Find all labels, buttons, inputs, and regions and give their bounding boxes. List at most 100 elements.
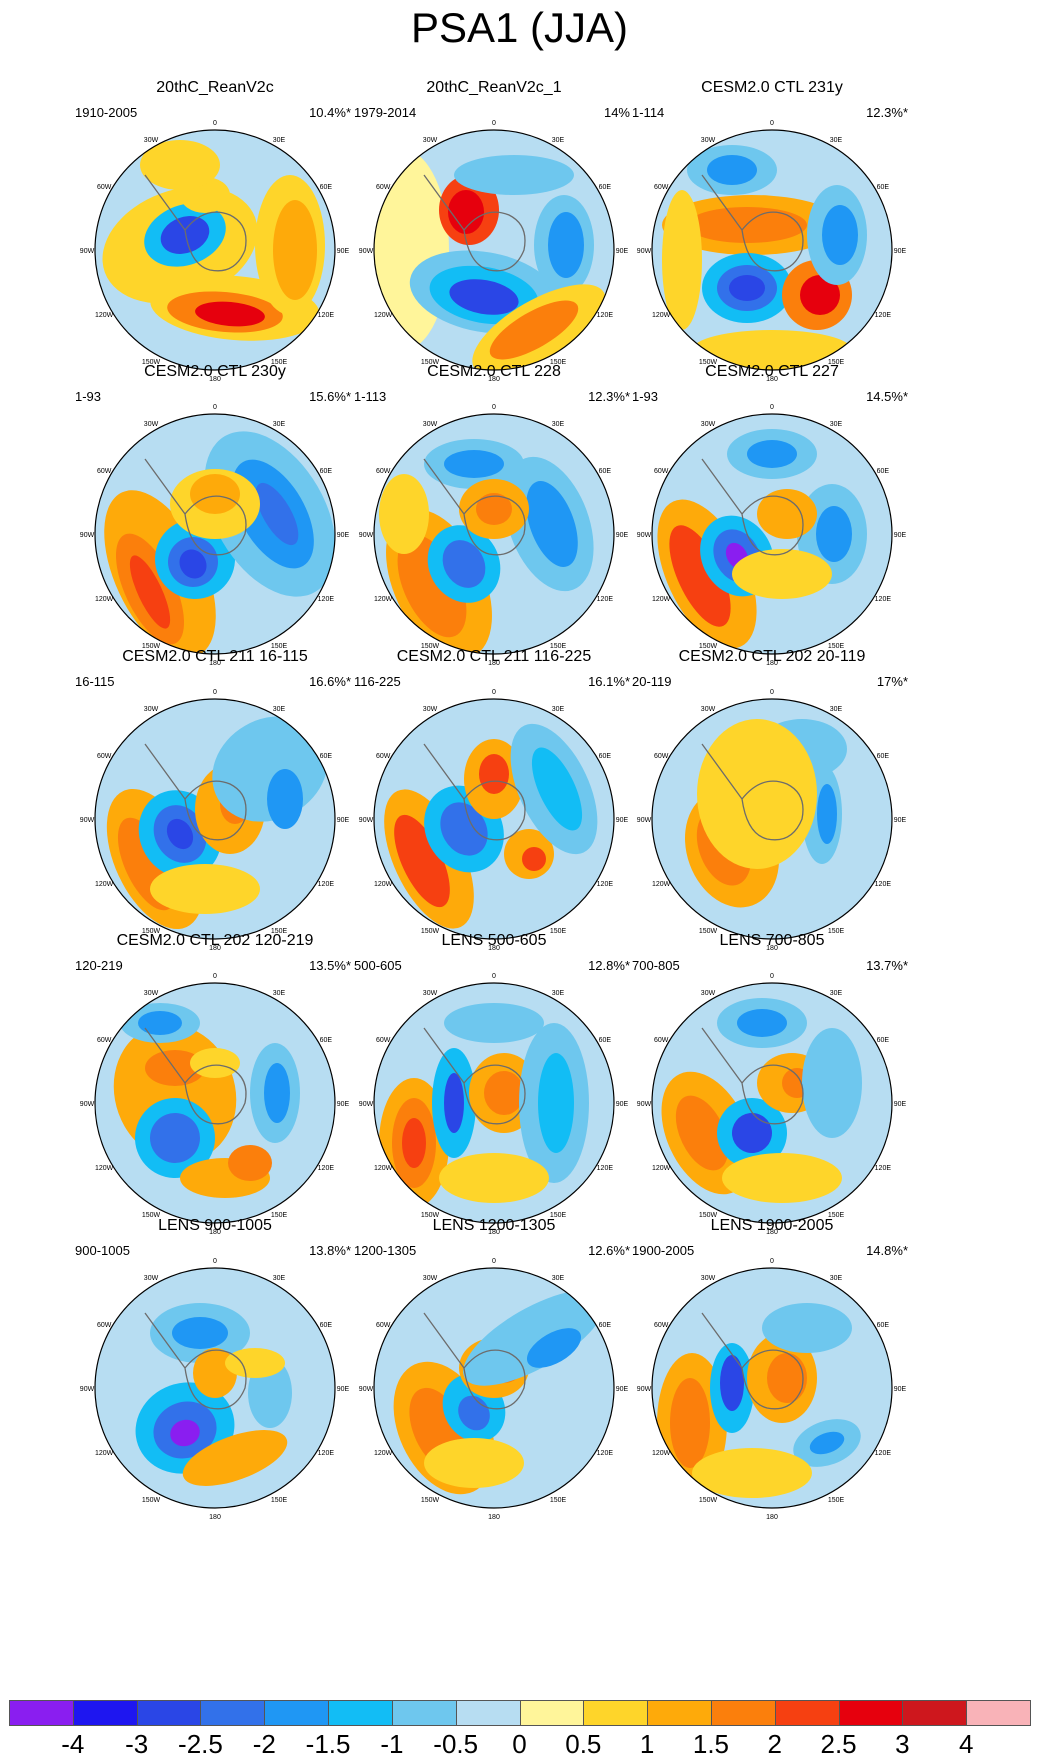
antarctica-coastline bbox=[423, 1027, 526, 1125]
contour-region bbox=[729, 275, 765, 301]
longitude-label: 90W bbox=[359, 1386, 374, 1393]
contour-region bbox=[255, 482, 299, 546]
longitude-label: 30W bbox=[701, 137, 716, 144]
colorbar-tick-label: -0.5 bbox=[433, 1729, 479, 1759]
longitude-label: 60E bbox=[877, 468, 890, 475]
panel-period: 16-115 bbox=[75, 674, 115, 689]
longitude-label: 30E bbox=[273, 990, 286, 997]
contour-region bbox=[737, 1009, 787, 1037]
colorbar: -4 -3 -2.5 -2 -1.5 -1 -0.5 0 0.5 1 1.5 2 2.5 3 4 bbox=[9, 1700, 1031, 1759]
longitude-label: 120E bbox=[597, 596, 614, 603]
panel-variance-pct: 16.1%* bbox=[588, 674, 630, 689]
map-boundary bbox=[94, 413, 336, 655]
longitude-label: 120W bbox=[652, 1165, 671, 1172]
longitude-label: 30E bbox=[552, 990, 565, 997]
longitude-label: 120E bbox=[597, 1165, 614, 1172]
panel-variance-pct: 13.8%* bbox=[309, 1243, 351, 1258]
panel-title: LENS 500-605 bbox=[441, 932, 547, 949]
longitude-label: 120E bbox=[597, 881, 614, 888]
panel-variance-pct: 14.5%* bbox=[866, 389, 908, 404]
map-panel: 0 30E 60E 90E 120E 150E 180 150W 120W 90W 60W 30W 20… bbox=[65, 78, 365, 388]
longitude-label: 90W bbox=[359, 1101, 374, 1108]
longitude-label: 180 bbox=[766, 660, 778, 667]
longitude-label: 150E bbox=[271, 359, 288, 366]
map-boundary bbox=[651, 129, 893, 371]
longitude-label: 150E bbox=[271, 643, 288, 650]
panel-title: LENS 1200-1305 bbox=[432, 1217, 556, 1234]
colorbar-tick-label: 2.5 bbox=[820, 1729, 857, 1759]
longitude-label: 0 bbox=[213, 404, 217, 411]
colorbar-swatch bbox=[72, 1700, 138, 1726]
longitude-label: 30W bbox=[144, 1275, 159, 1282]
longitude-label: 30W bbox=[144, 990, 159, 997]
longitude-label: 150W bbox=[421, 643, 440, 650]
antarctica-coastline bbox=[701, 743, 804, 841]
map-panel: 0 30E 60E 90E 120E 150E 180 150W 120W 90W 60W 30W LE… bbox=[344, 931, 644, 1241]
longitude-label: 60W bbox=[654, 1322, 669, 1329]
contour-region bbox=[484, 1071, 524, 1115]
panel-title: CESM2.0 CTL 231y bbox=[701, 79, 843, 96]
longitude-label: 90W bbox=[80, 817, 95, 824]
colorbar-swatch bbox=[264, 1700, 330, 1726]
map-panel: 0 30E 60E 90E 120E 150E 180 150W 120W 90W 60W 30W CE… bbox=[622, 362, 922, 672]
longitude-label: 150E bbox=[828, 359, 845, 366]
contour-region bbox=[170, 1419, 200, 1447]
longitude-label: 180 bbox=[766, 376, 778, 383]
panel-period: 500-605 bbox=[354, 958, 402, 973]
panel-title: 20thC_ReanV2c bbox=[156, 79, 274, 96]
contour-region bbox=[439, 1153, 549, 1203]
longitude-label: 150W bbox=[699, 643, 718, 650]
antarctica-coastline bbox=[423, 458, 526, 556]
longitude-label: 150E bbox=[828, 928, 845, 935]
contour-region bbox=[479, 754, 509, 794]
longitude-label: 30W bbox=[423, 990, 438, 997]
longitude-label: 30E bbox=[552, 137, 565, 144]
panel-period: 1900-2005 bbox=[632, 1243, 695, 1258]
longitude-label: 30E bbox=[830, 1275, 843, 1282]
longitude-label: 60W bbox=[376, 468, 391, 475]
longitude-label: 0 bbox=[770, 973, 774, 980]
longitude-label: 120W bbox=[374, 1165, 393, 1172]
longitude-label: 30W bbox=[701, 990, 716, 997]
colorbar-swatch bbox=[391, 1700, 457, 1726]
longitude-label: 180 bbox=[209, 1229, 221, 1236]
longitude-label: 30W bbox=[423, 706, 438, 713]
colorbar-swatch bbox=[838, 1700, 904, 1726]
longitude-label: 60W bbox=[376, 1322, 391, 1329]
colorbar-swatch bbox=[647, 1700, 712, 1726]
colorbar-swatch bbox=[966, 1700, 1031, 1726]
contour-region bbox=[273, 200, 317, 300]
longitude-label: 60W bbox=[376, 753, 391, 760]
contour-region bbox=[182, 1430, 288, 1486]
longitude-label: 150E bbox=[828, 1212, 845, 1219]
panel-period: 1910-2005 bbox=[75, 105, 138, 120]
colorbar-tick-label: 2 bbox=[767, 1729, 782, 1759]
contour-region bbox=[449, 279, 519, 315]
polar-map: 0 30E 60E 90E 120E 150E 180 150W 120W 90W 60W 30W bbox=[80, 973, 350, 1236]
contour-region bbox=[190, 1048, 240, 1078]
contour-region bbox=[720, 1355, 744, 1411]
longitude-label: 0 bbox=[213, 120, 217, 127]
contour-region bbox=[179, 549, 207, 579]
antarctica-coastline bbox=[423, 1312, 526, 1410]
longitude-label: 60W bbox=[97, 753, 112, 760]
longitude-label: 150E bbox=[271, 1497, 288, 1504]
antarctica-coastline bbox=[701, 1027, 804, 1125]
longitude-label: 180 bbox=[488, 376, 500, 383]
contour-region bbox=[526, 1328, 582, 1368]
contour-region bbox=[463, 1290, 605, 1386]
contour-region bbox=[190, 474, 240, 514]
longitude-label: 150E bbox=[828, 643, 845, 650]
longitude-label: 90E bbox=[337, 1386, 350, 1393]
panel-variance-pct: 10.4%* bbox=[309, 105, 351, 120]
longitude-label: 60W bbox=[376, 184, 391, 191]
longitude-label: 90E bbox=[616, 817, 629, 824]
longitude-label: 90E bbox=[337, 1101, 350, 1108]
map-panel: 0 30E 60E 90E 120E 150E 180 150W 120W 90W 60W 30W LE… bbox=[65, 1216, 365, 1526]
panel-variance-pct: 12.8%* bbox=[588, 958, 630, 973]
contour-region bbox=[440, 802, 488, 856]
longitude-label: 150E bbox=[550, 1497, 567, 1504]
contour-region bbox=[817, 784, 837, 844]
longitude-label: 150W bbox=[699, 1212, 718, 1219]
